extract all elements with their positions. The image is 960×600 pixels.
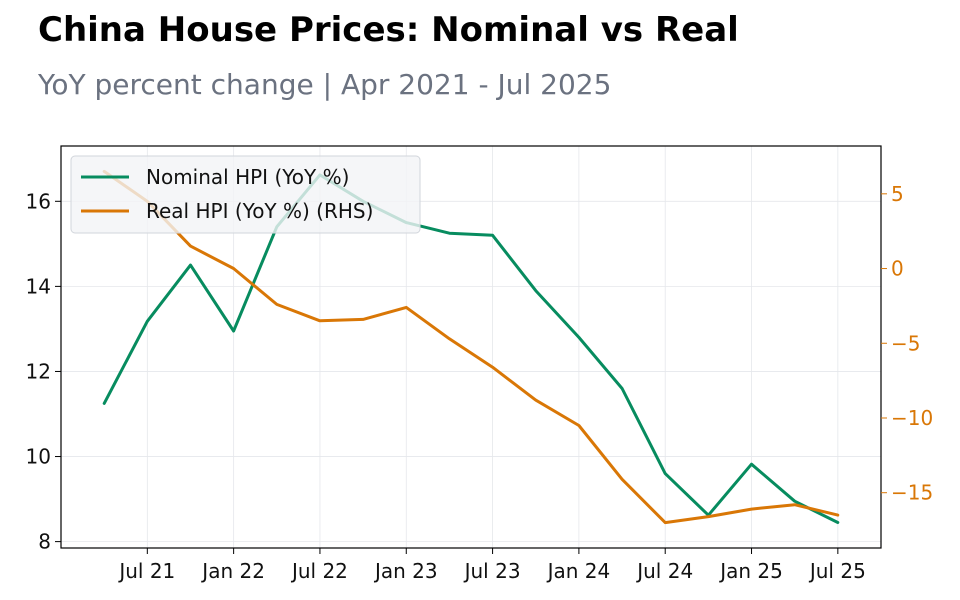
left-y-tick-label: 8	[38, 530, 51, 554]
plot-frame	[60, 145, 882, 549]
x-tick-label: Jul 21	[117, 559, 175, 583]
left-y-tick-label: 16	[26, 189, 51, 213]
left-y-tick-label: 12	[26, 359, 51, 383]
x-tick-label: Jan 24	[546, 559, 611, 583]
gridlines	[61, 146, 881, 548]
x-tick-label: Jan 23	[373, 559, 438, 583]
x-tick-label: Jan 22	[200, 559, 265, 583]
right-y-tick-label: 0	[891, 257, 904, 281]
nominal-hpi-line	[102, 173, 840, 524]
chart-subtitle: YoY percent change | Apr 2021 - Jul 2025	[38, 68, 612, 101]
left-y-tick-label: 10	[26, 445, 51, 469]
x-tick-label: Jul 24	[635, 559, 693, 583]
real-hpi-line	[102, 169, 840, 525]
x-tick-label: Jan 25	[718, 559, 783, 583]
left-y-tick-label: 14	[26, 274, 51, 298]
x-tick-label: Jul 25	[808, 559, 866, 583]
right-y-tick-label: −10	[891, 406, 933, 430]
right-y-tick-label: −5	[891, 331, 920, 355]
legend-label: Real HPI (YoY %) (RHS)	[146, 199, 373, 223]
chart-title: China House Prices: Nominal vs Real	[38, 10, 739, 50]
right-y-tick-label: −15	[891, 481, 933, 505]
x-tick-label: Jul 23	[463, 559, 521, 583]
legend-box	[70, 155, 421, 234]
right-y-tick-label: 5	[891, 182, 904, 206]
legend-label: Nominal HPI (YoY %)	[146, 165, 349, 189]
x-tick-label: Jul 22	[290, 559, 348, 583]
legend: Nominal HPI (YoY %) Real HPI (YoY %) (RHS…	[70, 155, 421, 234]
